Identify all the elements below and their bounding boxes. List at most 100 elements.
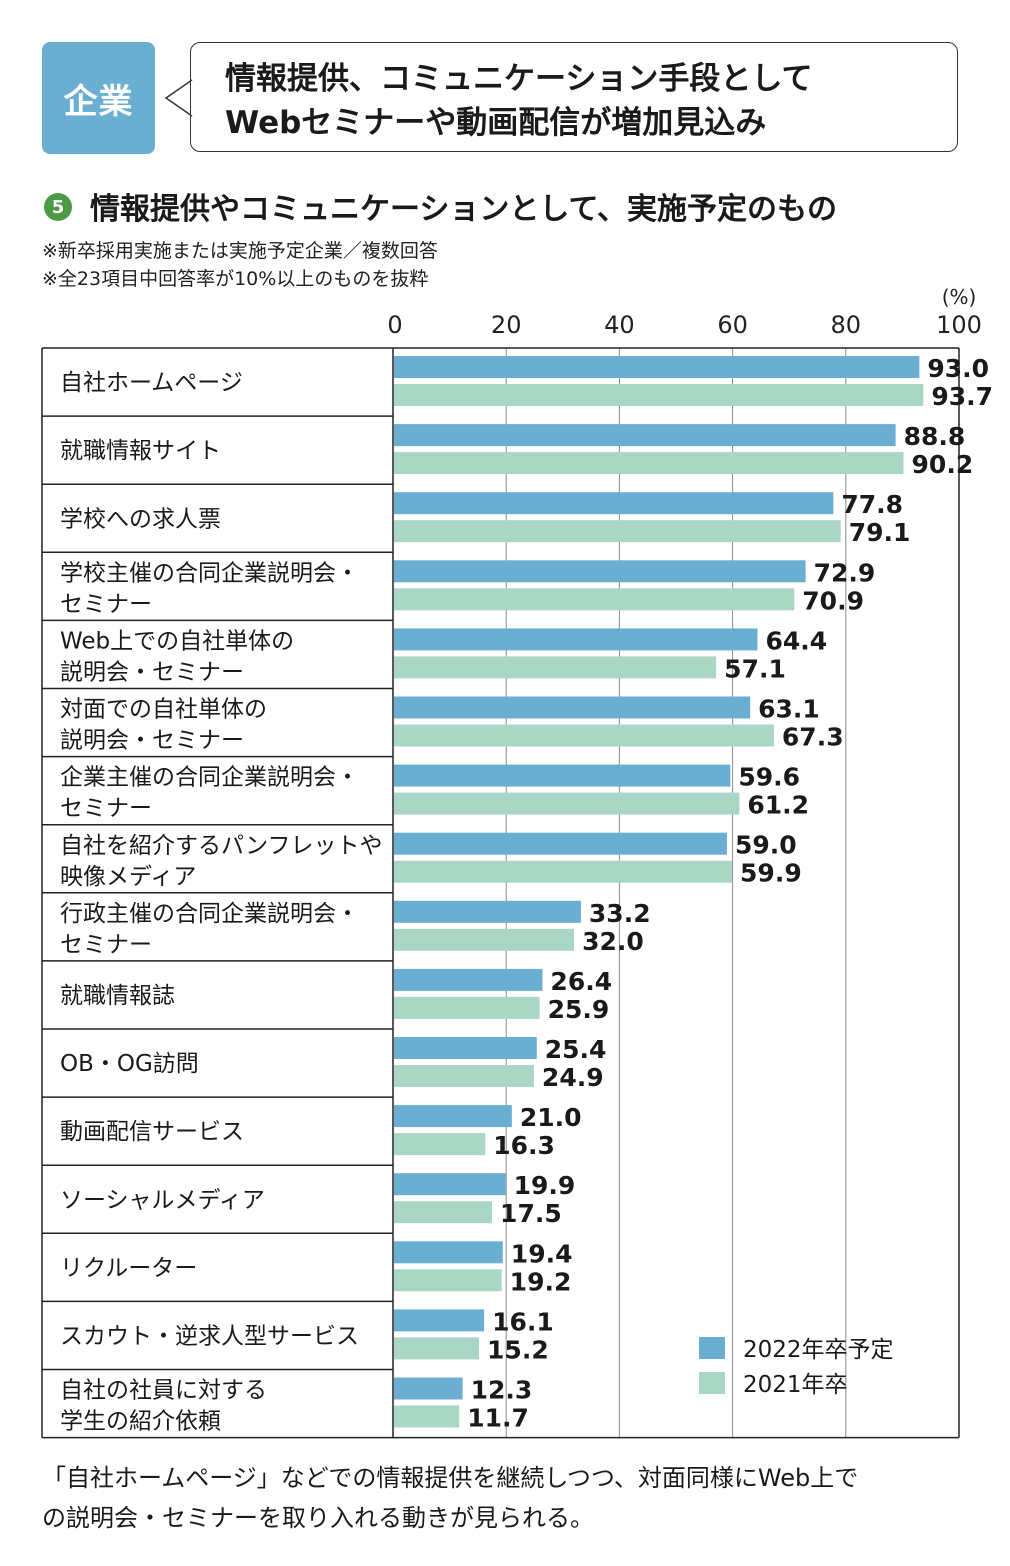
bar-2021: [394, 1133, 486, 1156]
value-label-2021: 93.7: [931, 382, 993, 411]
bar-2021: [394, 1405, 460, 1428]
value-label-2021: 57.1: [724, 654, 786, 683]
bar-2021: [394, 1201, 493, 1224]
category-label: 行政主催の合同企業説明会・: [60, 901, 359, 927]
value-label-2021: 79.1: [849, 518, 911, 547]
category-label: 自社を紹介するパンフレットや: [60, 833, 382, 859]
bar-2022: [394, 1309, 485, 1332]
headline-line-1: 情報提供、コミュニケーション手段として: [225, 61, 813, 97]
value-label-2022: 77.8: [841, 490, 903, 519]
chart-title: 情報提供やコミュニケーションとして、実施予定のもの: [90, 192, 837, 227]
x-tick-label: 60: [717, 311, 748, 339]
footer-line-2: の説明会・セミナーを取り入れる動きが見られる。: [42, 1504, 594, 1532]
bar-2021: [394, 1269, 502, 1292]
category-label: 説明会・セミナー: [60, 728, 244, 754]
category-label: セミナー: [60, 932, 152, 958]
category-label: 就職情報サイト: [60, 438, 221, 464]
value-label-2022: 88.8: [904, 422, 966, 451]
category-label: 映像メディア: [60, 864, 196, 890]
unit-label: (%): [942, 285, 977, 309]
bar-2021: [394, 1337, 480, 1360]
x-tick-label: 20: [491, 311, 522, 339]
bar-2022: [394, 764, 731, 787]
x-tick-label: 40: [604, 311, 635, 339]
legend-swatch-2022: [699, 1337, 725, 1359]
x-tick-label: 80: [831, 311, 862, 339]
figure-number: 5: [51, 196, 65, 218]
value-label-2022: 93.0: [927, 354, 989, 383]
value-label-2021: 32.0: [582, 927, 644, 956]
bar-2022: [394, 424, 896, 447]
category-label: セミナー: [60, 591, 152, 617]
value-label-2022: 64.4: [766, 626, 828, 655]
category-label: 学生の紹介依頼: [60, 1409, 221, 1435]
category-label: OB・OG訪問: [60, 1051, 199, 1077]
company-badge: 企業: [42, 42, 155, 154]
category-label: セミナー: [60, 796, 152, 822]
value-label-2022: 21.0: [520, 1103, 582, 1132]
category-label: 対面での自社単体の: [60, 697, 267, 723]
value-label-2021: 90.2: [912, 450, 974, 479]
value-label-2021: 67.3: [782, 723, 844, 752]
bar-2022: [394, 628, 758, 651]
bar-2022: [394, 1377, 463, 1400]
value-label-2022: 19.4: [511, 1239, 573, 1268]
category-label: 企業主催の合同企業説明会・: [60, 765, 359, 791]
footer-line-1: 「自社ホームページ」などでの情報提供を継続しつつ、対面同様にWeb上で: [42, 1464, 859, 1492]
bar-2021: [394, 860, 733, 883]
bar-2021: [394, 1065, 534, 1087]
value-label-2022: 25.4: [545, 1035, 607, 1064]
bar-2022: [394, 1037, 537, 1059]
category-label: 学校主催の合同企業説明会・: [60, 560, 359, 586]
value-label-2021: 19.2: [510, 1267, 572, 1296]
value-label-2021: 25.9: [548, 995, 610, 1024]
value-label-2022: 19.9: [514, 1171, 576, 1200]
bar-2022: [394, 832, 727, 855]
bar-2022: [394, 356, 920, 378]
bar-2021: [394, 520, 841, 543]
bar-2021: [394, 928, 575, 951]
value-label-2021: 59.9: [740, 859, 802, 888]
value-label-2021: 70.9: [802, 586, 864, 615]
category-label: 自社ホームページ: [60, 370, 243, 396]
bar-2021: [394, 792, 740, 815]
headline-box: 情報提供、コミュニケーション手段として Webセミナーや動画配信が増加見込み: [190, 42, 958, 152]
bar-2021: [394, 656, 717, 679]
value-label-2021: 24.9: [542, 1063, 604, 1092]
bar-2021: [394, 452, 904, 475]
value-label-2021: 15.2: [487, 1335, 549, 1364]
category-label: ソーシャルメディア: [60, 1187, 265, 1213]
bar-2021: [394, 996, 540, 1019]
value-label-2021: 17.5: [500, 1199, 562, 1228]
bar-2021: [394, 384, 924, 406]
category-label: リクルーター: [60, 1255, 197, 1281]
value-label-2022: 12.3: [471, 1376, 533, 1405]
value-label-2021: 11.7: [467, 1404, 529, 1433]
bar-2022: [394, 560, 806, 583]
x-tick-label: 100: [936, 311, 982, 339]
bar-2022: [394, 1241, 503, 1264]
bar-2022: [394, 1173, 506, 1196]
value-label-2021: 61.2: [747, 791, 809, 820]
legend-label-2022: 2022年卒予定: [743, 1337, 894, 1363]
bar-2022: [394, 968, 543, 991]
headline-line-2: Webセミナーや動画配信が増加見込み: [225, 105, 767, 141]
value-label-2022: 33.2: [589, 899, 651, 928]
figure-number-badge: 5: [44, 193, 72, 221]
bar-2022: [394, 1105, 512, 1128]
x-tick-label: 0: [387, 311, 402, 339]
category-label: 自社の社員に対する: [60, 1378, 267, 1404]
legend-label-2021: 2021年卒: [743, 1372, 848, 1398]
footer-caption: 「自社ホームページ」などでの情報提供を継続しつつ、対面同様にWeb上で の説明会…: [42, 1458, 972, 1538]
legend-swatch-2021: [699, 1372, 725, 1394]
badge-label: 企業: [63, 81, 134, 122]
category-label: 動画配信サービス: [60, 1119, 244, 1145]
chart-note-1: ※新卒採用実施または実施予定企業／複数回答: [42, 240, 438, 262]
value-label-2022: 63.1: [758, 695, 820, 724]
bar-2022: [394, 492, 834, 515]
bar-chart: (%) 0 20 40 60 80 100 自社ホームページ 93.093.7 就職情報サイト 88…: [41, 285, 993, 1439]
value-label-2022: 16.1: [492, 1307, 554, 1336]
value-label-2022: 72.9: [814, 558, 876, 587]
speech-pointer-icon: [164, 79, 193, 117]
category-label: 就職情報誌: [60, 983, 175, 1009]
